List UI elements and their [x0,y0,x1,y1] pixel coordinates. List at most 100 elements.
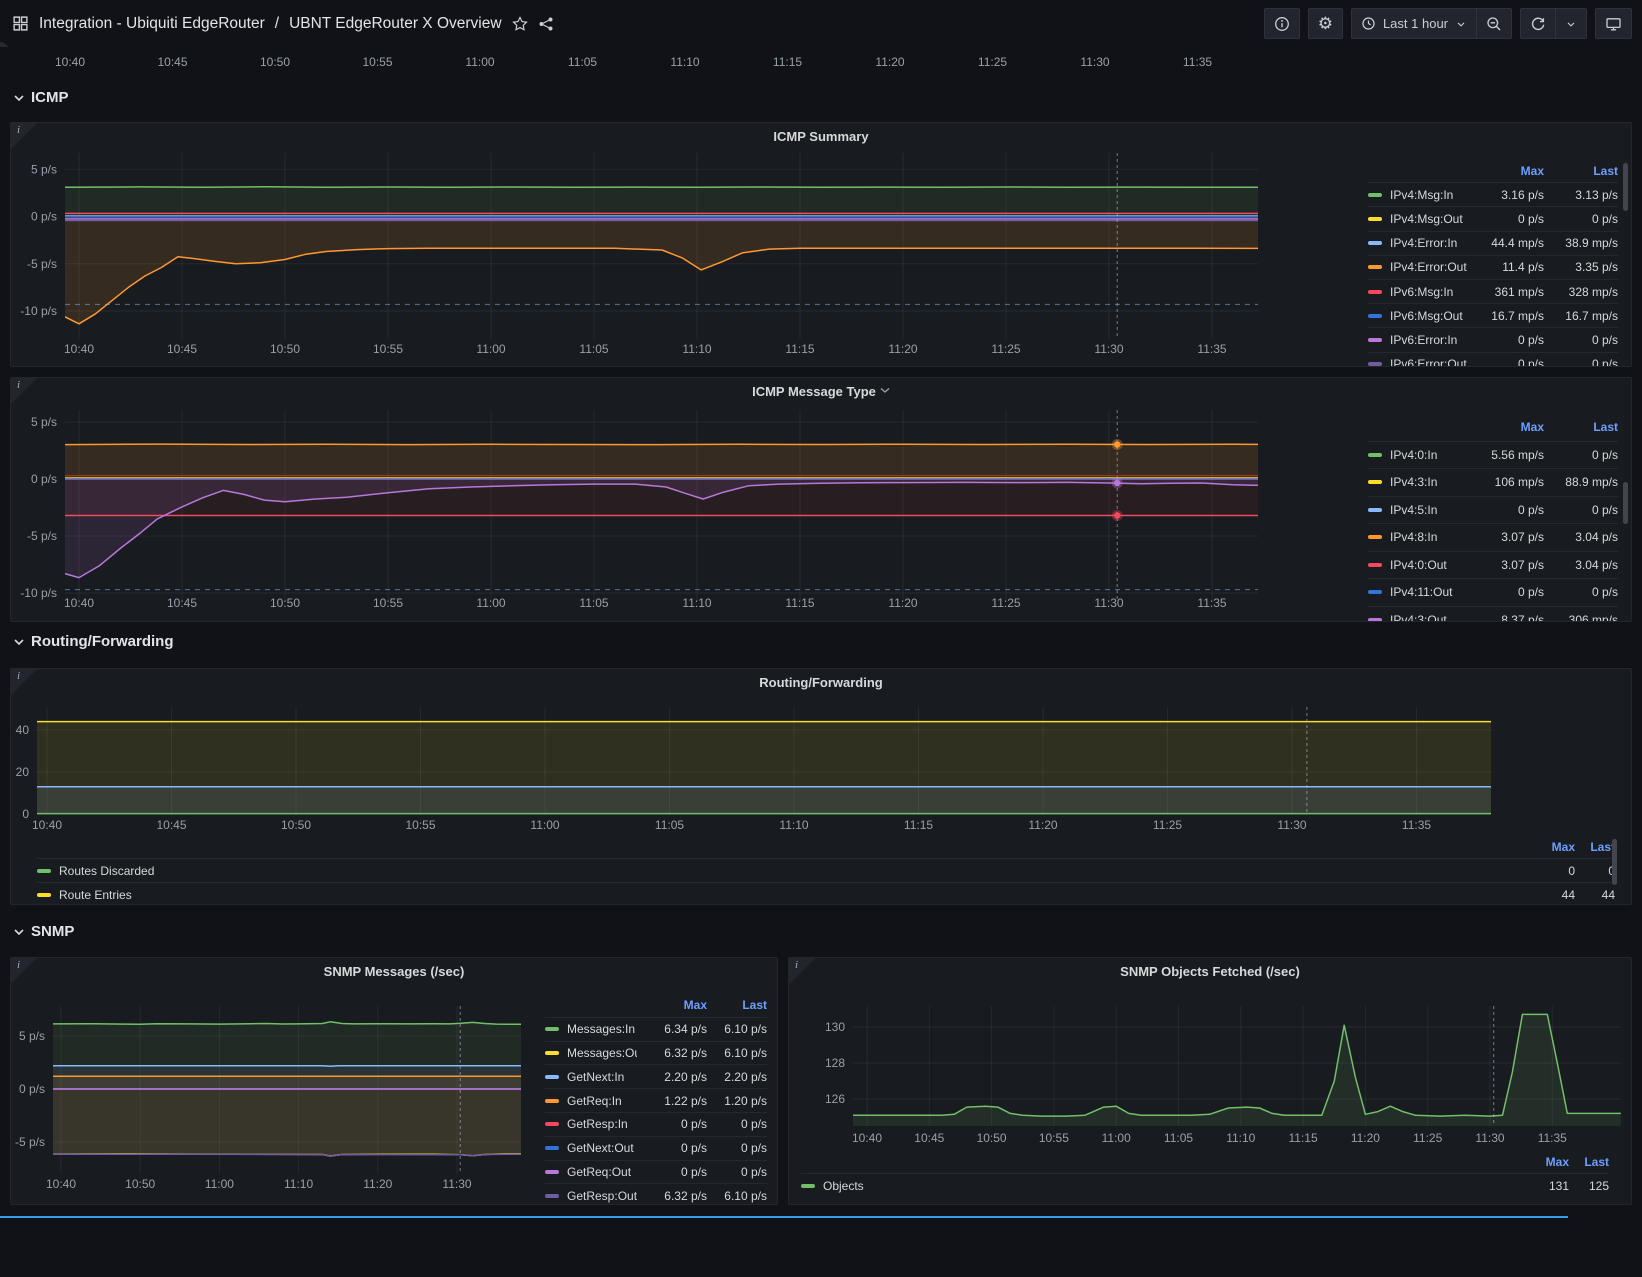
legend-col-max[interactable]: Max [1520,163,1544,178]
series-color-swatch[interactable] [1368,192,1382,197]
series-color-swatch[interactable] [1368,265,1382,270]
series-label[interactable]: IPv4:Msg:Out [1390,211,1463,226]
svg-text:10:45: 10:45 [156,818,186,832]
panel-title[interactable]: Routing/Forwarding [759,675,883,690]
series-color-swatch[interactable] [545,1193,559,1198]
legend-col-last[interactable]: Last [742,998,767,1013]
legend-col-last[interactable]: Last [1593,420,1618,435]
series-color-swatch[interactable] [545,1074,559,1079]
series-label[interactable]: IPv4:Error:In [1390,236,1458,251]
settings-button[interactable]: ⚙ [1307,8,1343,39]
series-label[interactable]: IPv4:11:Out [1390,585,1453,600]
series-label[interactable]: IPv6:Error:Out [1390,357,1467,367]
time-range-picker[interactable]: Last 1 hour [1350,8,1476,39]
series-color-swatch[interactable] [1368,337,1382,342]
series-color-swatch[interactable] [1368,362,1382,366]
series-label[interactable]: GetReq:In [567,1093,622,1108]
series-label[interactable]: IPv4:5:In [1390,502,1438,517]
legend-scrollbar[interactable] [1612,839,1617,885]
breadcrumb-folder[interactable]: Integration - Ubiquiti EdgeRouter [39,14,265,32]
series-color-swatch[interactable] [1368,480,1382,485]
series-color-swatch[interactable] [545,1122,559,1127]
series-color-swatch[interactable] [37,868,51,873]
series-label[interactable]: GetResp:In [567,1117,628,1132]
series-label[interactable]: GetResp:Out [567,1188,637,1203]
panel-info-corner[interactable] [11,123,37,149]
series-color-swatch[interactable] [1368,535,1382,540]
legend-col-max[interactable]: Max [683,998,707,1013]
series-color-swatch[interactable] [1368,617,1382,621]
legend-scrollbar[interactable] [1623,482,1628,524]
legend-col-last[interactable]: Last [1590,839,1615,854]
legend-scrollbar[interactable] [1623,163,1628,211]
routing-forwarding-chart[interactable]: 10:40 10:45 10:50 10:55 11:00 11:05 11:10 11:15… [11,669,1631,904]
apps-grid-icon[interactable] [12,15,29,32]
icmp-message-type-chart[interactable]: 10:40 10:45 10:50 10:55 11:00 11:05 11:10 11:15… [11,378,1631,621]
series-label[interactable]: Objects [823,1178,864,1193]
series-last-value: 88.9 mp/s [1565,475,1618,490]
series-color-swatch[interactable] [1368,507,1382,512]
legend-col-last[interactable]: Last [1584,1154,1609,1169]
svg-text:10:50: 10:50 [270,342,300,356]
snmp-objects-chart[interactable]: 10:40 10:45 10:50 10:55 11:00 11:05 11:10 11:15… [789,958,1631,1204]
snmp-messages-chart[interactable]: 10:40 10:50 11:00 11:10 11:20 11:30 5 p/s 0 p/s… [11,958,777,1204]
series-color-swatch[interactable] [545,1050,559,1055]
series-label[interactable]: Routes Discarded [59,863,155,878]
panel-info-corner[interactable] [11,378,37,404]
breadcrumb-dashboard[interactable]: UBNT EdgeRouter X Overview [289,14,502,32]
series-max-value: 0 p/s [1517,502,1544,517]
icmp-summary-chart[interactable]: 10:40 10:45 10:50 10:55 11:00 11:05 11:10 11:15… [11,123,1631,366]
series-label[interactable]: IPv4:3:In [1390,475,1438,490]
share-icon[interactable] [538,16,554,32]
panel-info-corner[interactable] [789,958,815,984]
legend-col-max[interactable]: Max [1520,420,1544,435]
series-label[interactable]: IPv6:Msg:In [1390,284,1454,299]
series-color-swatch[interactable] [545,1027,559,1032]
series-label[interactable]: IPv4:Msg:In [1390,187,1454,202]
legend-col-max[interactable]: Max [1545,1154,1569,1169]
series-color-swatch[interactable] [1368,241,1382,246]
series-color-swatch[interactable] [1368,452,1382,457]
panel-title[interactable]: SNMP Messages (/sec) [323,964,465,979]
series-color-swatch[interactable] [1368,590,1382,595]
info-button[interactable] [1263,8,1300,39]
series-label[interactable]: IPv4:3:Out [1390,612,1447,622]
series-label[interactable]: GetReq:Out [567,1164,632,1179]
series-color-swatch[interactable] [801,1183,815,1188]
series-color-swatch[interactable] [1368,313,1382,318]
panel-title[interactable]: SNMP Objects Fetched (/sec) [1120,964,1300,979]
series-label[interactable]: IPv4:8:In [1390,530,1438,545]
series-color-swatch[interactable] [1368,562,1382,567]
series-label[interactable]: IPv6:Msg:Out [1390,308,1463,323]
series-label[interactable]: IPv6:Error:In [1390,332,1458,347]
series-label[interactable]: GetNext:Out [567,1141,634,1156]
kiosk-mode-button[interactable] [1595,8,1632,39]
series-color-swatch[interactable] [545,1169,559,1174]
refresh-interval-dropdown[interactable] [1555,8,1587,39]
series-label[interactable]: Messages:In [567,1022,636,1037]
svg-text:10:45: 10:45 [914,1131,944,1145]
series-color-swatch[interactable] [545,1146,559,1151]
series-label[interactable]: IPv4:0:Out [1390,557,1447,572]
series-color-swatch[interactable] [1368,289,1382,294]
series-color-swatch[interactable] [545,1098,559,1103]
series-color-swatch[interactable] [1368,216,1382,221]
star-icon[interactable] [511,15,528,32]
section-header-icmp[interactable]: ICMP [14,89,69,106]
panel-title[interactable]: ICMP Summary [773,129,869,144]
refresh-button[interactable] [1520,8,1555,39]
legend-col-max[interactable]: Max [1551,839,1575,854]
section-header-routing[interactable]: Routing/Forwarding [14,633,173,650]
series-label[interactable]: IPv4:0:In [1390,447,1438,462]
panel-info-corner[interactable] [11,958,37,984]
legend-col-last[interactable]: Last [1593,163,1618,178]
series-label[interactable]: Messages:Out [567,1045,637,1060]
section-header-snmp[interactable]: SNMP [14,923,74,940]
series-label[interactable]: Route Entries [59,887,132,902]
panel-title[interactable]: ICMP Message Type [11,384,1631,399]
series-label[interactable]: IPv4:Error:Out [1390,260,1467,275]
series-label[interactable]: GetNext:In [567,1069,625,1084]
zoom-out-button[interactable] [1476,8,1512,39]
series-color-swatch[interactable] [37,892,51,897]
panel-info-corner[interactable] [11,669,37,695]
